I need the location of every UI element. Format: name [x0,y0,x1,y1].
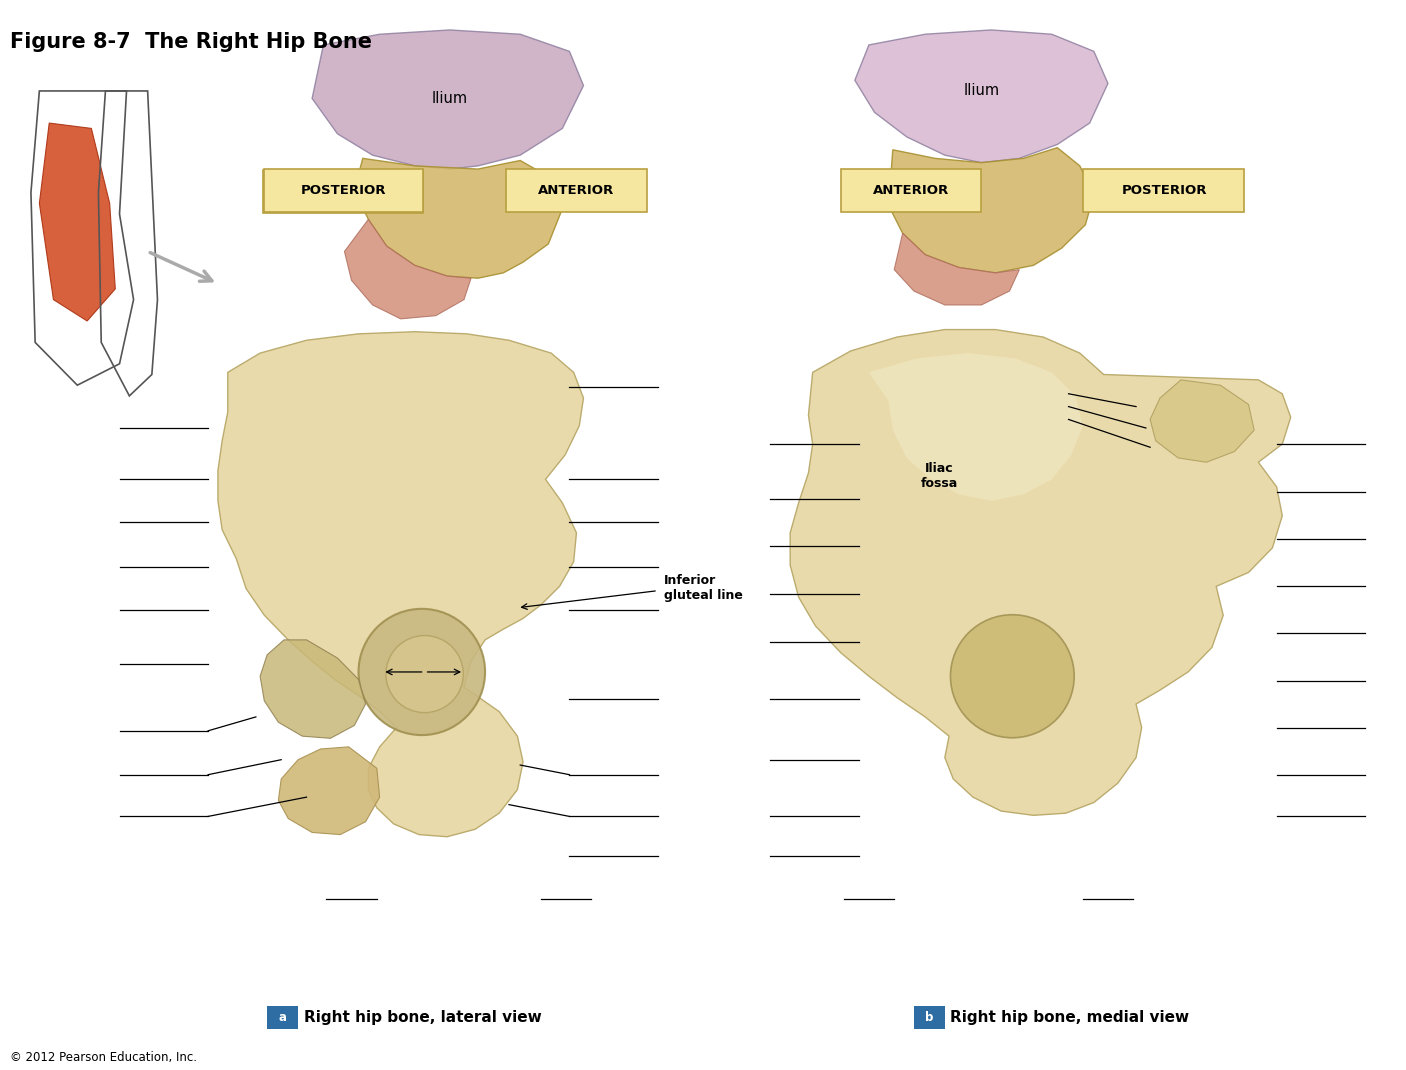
Polygon shape [869,353,1083,501]
Text: Inferior
gluteal line: Inferior gluteal line [664,575,742,602]
FancyBboxPatch shape [263,170,423,213]
Bar [914,1006,945,1029]
Polygon shape [894,233,1019,305]
Polygon shape [855,30,1108,163]
Polygon shape [218,332,583,837]
Text: POSTERIOR: POSTERIOR [1122,184,1206,197]
Bar [841,169,981,212]
Text: b: b [925,1011,934,1024]
Polygon shape [260,640,366,738]
Text: Ilium: Ilium [432,91,468,106]
Bar [264,169,423,212]
Bar [1083,169,1244,212]
Polygon shape [889,148,1094,273]
Polygon shape [278,747,380,835]
Bar [267,1006,298,1029]
Text: ANTERIOR: ANTERIOR [538,184,614,197]
Text: Ilium: Ilium [963,83,1000,98]
Text: POSTERIOR: POSTERIOR [301,184,385,197]
Polygon shape [312,30,583,169]
Ellipse shape [385,636,464,713]
Text: © 2012 Pearson Education, Inc.: © 2012 Pearson Education, Inc. [10,1051,197,1064]
Text: Right hip bone, medial view: Right hip bone, medial view [950,1010,1189,1025]
Text: a: a [278,1011,287,1024]
Text: Iliac
fossa: Iliac fossa [921,462,957,490]
Ellipse shape [950,614,1074,738]
Polygon shape [39,123,115,321]
Polygon shape [790,330,1291,815]
Text: Figure 8-7  The Right Hip Bone: Figure 8-7 The Right Hip Bone [10,32,371,52]
Polygon shape [354,158,562,278]
Text: ANTERIOR: ANTERIOR [873,184,949,197]
Polygon shape [344,219,471,319]
Ellipse shape [359,609,485,735]
Polygon shape [1150,380,1254,462]
Text: Right hip bone, lateral view: Right hip bone, lateral view [304,1010,541,1025]
Bar [506,169,647,212]
